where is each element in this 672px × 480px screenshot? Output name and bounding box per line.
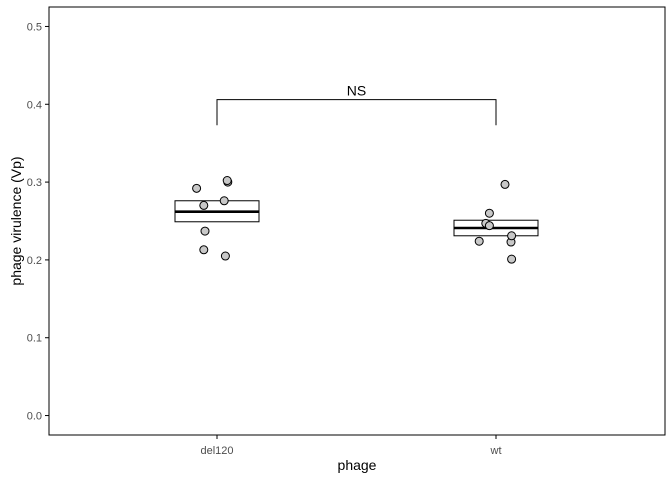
y-tick-label: 0.3: [27, 177, 42, 189]
data-points: [192, 176, 517, 264]
summary-boxes: [174, 200, 539, 237]
data-point-del120: [220, 251, 230, 261]
x-axis: del120 wt: [200, 435, 502, 457]
panel-border: [48, 6, 666, 436]
y-tick-label: 0.0: [27, 411, 42, 423]
data-point-wt: [474, 236, 484, 246]
data-point-del120: [192, 183, 202, 193]
data-point-del120: [199, 245, 209, 255]
y-axis: 0.0 0.1 0.2 0.3 0.4 0.5: [27, 21, 49, 423]
y-tick-label: 0.2: [27, 255, 42, 267]
y-axis-title: phage virulence (Vp): [8, 156, 24, 285]
data-point-del120: [219, 196, 229, 206]
x-axis-title: phage: [338, 457, 377, 473]
data-point-wt: [507, 231, 517, 241]
data-point-wt: [500, 179, 510, 189]
y-tick-label: 0.4: [27, 99, 42, 111]
significance-label: NS: [347, 83, 366, 99]
data-point-wt: [484, 208, 494, 218]
data-point-wt: [484, 221, 494, 231]
data-point-del120: [222, 176, 232, 186]
data-point-del120: [200, 226, 210, 236]
bracket-line: [216, 99, 497, 126]
data-point-wt: [507, 254, 517, 264]
y-tick-label: 0.5: [27, 21, 42, 33]
x-tick-label: wt: [490, 445, 502, 457]
x-tick-label: del120: [200, 445, 233, 457]
y-tick-label: 0.1: [27, 333, 42, 345]
significance-bracket: NS: [216, 83, 497, 126]
data-point-del120: [199, 200, 209, 210]
